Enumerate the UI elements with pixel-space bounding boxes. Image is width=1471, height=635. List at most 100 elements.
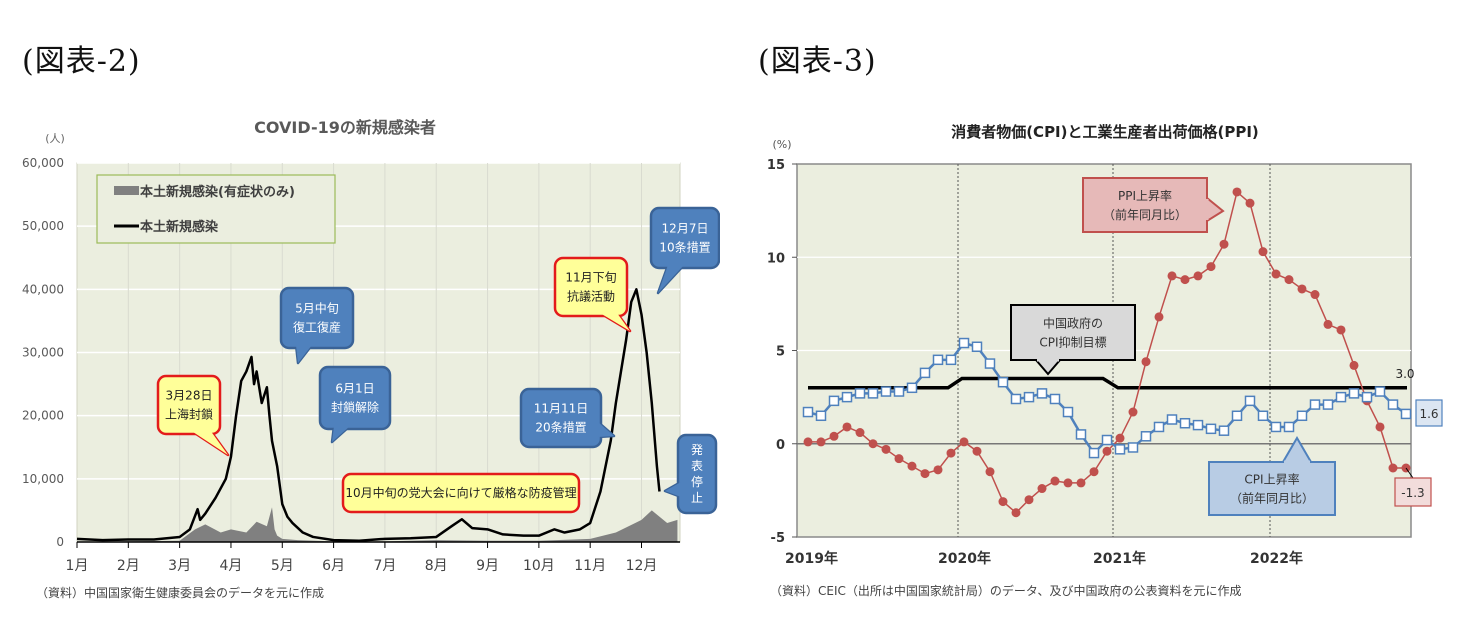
cpi-point xyxy=(1387,399,1399,410)
ppi-point xyxy=(1375,422,1385,432)
ppi-point xyxy=(1271,269,1281,279)
ppi-point xyxy=(1349,360,1359,370)
callout-text: 停 xyxy=(691,474,703,489)
legend-label: 本土新規感染 xyxy=(140,219,219,235)
ppi-point xyxy=(959,437,969,447)
x-tick-label: 5月 xyxy=(271,558,294,574)
ppi-point xyxy=(1258,247,1268,257)
cpi-point xyxy=(1309,399,1321,410)
ppi-point xyxy=(1232,187,1242,197)
covid-chart-svg: COVID-19の新規感染者 (人) 0 10,000 20,000 30,000 40,0… xyxy=(22,118,721,600)
ppi-point xyxy=(907,461,917,471)
y-tick-label: 50,000 xyxy=(22,219,64,233)
cpi-ppi-chart: 消費者物価(CPI)と工業生産者出荷価格(PPI) (%) -5 0 5 10 15 2019… xyxy=(740,100,1471,620)
x-tick-label: 11月 xyxy=(574,558,606,574)
cpi-end-label-box xyxy=(1415,399,1443,427)
cpi-point xyxy=(1101,434,1113,446)
x-tick-label: 12月 xyxy=(626,558,658,574)
y-tick-label: 15 xyxy=(767,158,785,173)
callout-text: （前年同月比） xyxy=(1103,207,1187,222)
ppi-point xyxy=(946,448,956,458)
callout-text: 3月28日 xyxy=(166,389,213,403)
legend: 本土新規感染(有症状のみ) 本土新規感染 xyxy=(96,174,336,244)
covid-chart: COVID-19の新規感染者 (人) 0 10,000 20,000 30,000 40,0… xyxy=(0,100,721,620)
ppi-point xyxy=(881,444,891,454)
callout-text: PPI上昇率 xyxy=(1118,188,1172,203)
x-tick-label: 6月 xyxy=(322,558,345,574)
cpi-point xyxy=(1244,395,1256,407)
x-tick-label: 9月 xyxy=(476,558,499,574)
ppi-end-label: -1.3 xyxy=(1401,486,1424,500)
ppi-point xyxy=(1128,407,1138,417)
y-tick-label: -5 xyxy=(771,531,785,546)
ppi-point xyxy=(933,465,943,475)
ppi-point xyxy=(920,469,930,479)
ppi-point xyxy=(855,428,865,438)
callout-text: 抗議活動 xyxy=(567,289,615,304)
ppi-point xyxy=(1284,275,1294,285)
cpi-point xyxy=(1218,425,1230,436)
chart-title: COVID-19の新規感染者 xyxy=(254,118,436,137)
cpi-point xyxy=(867,388,879,399)
ppi-point xyxy=(1141,357,1151,367)
callout-text: 20条措置 xyxy=(535,421,586,435)
ppi-point xyxy=(1024,495,1034,505)
y-axis-unit: (%) xyxy=(772,138,791,151)
ppi-point xyxy=(1193,271,1203,281)
ppi-point xyxy=(1076,478,1086,488)
x-tick-label: 4月 xyxy=(219,558,242,574)
callout-text: 表 xyxy=(691,459,703,473)
callout-text: 封鎖解除 xyxy=(331,400,379,415)
y-tick-label: 60,000 xyxy=(22,156,64,170)
cpi-point xyxy=(1088,447,1100,459)
callout-text: 10月中旬の党大会に向けて厳格な防疫管理 xyxy=(345,485,576,500)
chart-title: 消費者物価(CPI)と工業生産者出荷価格(PPI) xyxy=(951,123,1259,141)
y-tick-label: 40,000 xyxy=(22,282,64,296)
cpi-point xyxy=(854,388,866,399)
cpi-point xyxy=(1140,431,1152,442)
callout-text: 発 xyxy=(691,443,703,457)
y-tick-label: 0 xyxy=(56,535,64,549)
cpi-point xyxy=(984,358,996,369)
callout: 12月7日 10条措置 xyxy=(649,206,721,295)
callout-text: （前年同月比） xyxy=(1230,491,1314,506)
cpi-point xyxy=(1361,391,1373,403)
cpi-point xyxy=(1127,442,1139,453)
cpi-point xyxy=(1010,393,1022,405)
cpi-ppi-chart-svg: 消費者物価(CPI)と工業生産者出荷価格(PPI) (%) -5 0 5 10 15 2019… xyxy=(767,123,1443,598)
figure-label-3: (図表-3) xyxy=(758,44,877,79)
callout-text: 6月1日 xyxy=(335,382,374,396)
cpi-point xyxy=(1179,417,1191,429)
ppi-point xyxy=(985,467,995,477)
cpi-point xyxy=(815,410,827,422)
ppi-point xyxy=(1180,275,1190,285)
cpi-point xyxy=(919,367,931,379)
ppi-point xyxy=(1154,312,1164,322)
cpi-point xyxy=(1114,444,1126,455)
ppi-point xyxy=(1310,290,1320,300)
cpi-point xyxy=(1205,423,1217,435)
y-tick-label: 5 xyxy=(776,345,785,360)
callout-text: 復工復産 xyxy=(293,320,341,335)
ppi-point xyxy=(1115,433,1125,443)
x-tick-label: 2021年 xyxy=(1093,550,1146,567)
callout: 11月11日 20条措置 xyxy=(519,387,616,449)
x-tick-label: 3月 xyxy=(168,558,191,574)
ppi-point xyxy=(1323,319,1333,329)
cpi-point xyxy=(1335,391,1347,403)
cpi-point xyxy=(1153,421,1165,433)
new-infections-line xyxy=(76,288,661,542)
ppi-point xyxy=(1245,198,1255,208)
y-tick-label: 10 xyxy=(767,251,785,266)
x-tick-label: 10月 xyxy=(523,558,555,574)
cpi-point xyxy=(841,391,853,403)
ppi-point xyxy=(868,439,878,449)
cpi-point xyxy=(802,406,814,418)
cpi-point xyxy=(1036,388,1048,399)
symptomatic-area xyxy=(77,507,678,542)
cpi-point xyxy=(1283,421,1295,433)
